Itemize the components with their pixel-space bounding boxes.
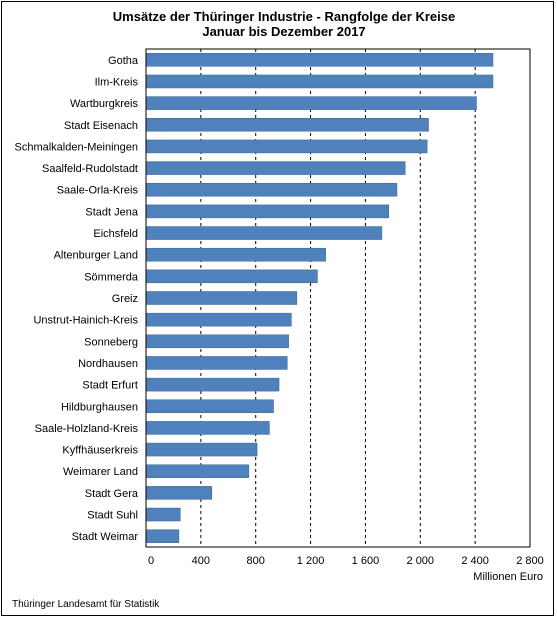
category-label: Wartburgkreis xyxy=(70,98,139,110)
bar xyxy=(145,421,270,435)
bar xyxy=(145,74,494,89)
bar xyxy=(145,377,280,392)
bar xyxy=(145,161,406,175)
category-label: Eichsfeld xyxy=(93,228,138,240)
bar xyxy=(145,53,494,67)
bar xyxy=(145,529,180,543)
bars xyxy=(145,53,494,543)
x-tick-label: 2 800 xyxy=(516,555,544,567)
chart-title: Umsätze der Thüringer Industrie - Rangfo… xyxy=(113,9,455,24)
category-label: Saale-Orla-Kreis xyxy=(57,185,139,197)
x-tick-label: 400 xyxy=(192,555,210,567)
category-label: Schmalkalden-Meiningen xyxy=(14,141,138,153)
category-label: Unstrut-Hainich-Kreis xyxy=(33,315,138,327)
bar xyxy=(145,269,318,284)
category-label: Nordhausen xyxy=(78,358,138,370)
category-label: Stadt Erfurt xyxy=(82,380,138,392)
bar xyxy=(145,291,298,305)
bar xyxy=(145,442,258,457)
category-label: Saalfeld-Rudolstadt xyxy=(42,163,138,175)
x-tick-label: 2 400 xyxy=(461,555,489,567)
bar xyxy=(145,118,429,132)
bar xyxy=(145,464,250,478)
bar xyxy=(145,334,289,349)
category-label: Stadt Gera xyxy=(85,488,139,500)
x-tick-label: 0 xyxy=(148,555,154,567)
x-tick-label: 1 600 xyxy=(352,555,380,567)
category-label: Ilm-Kreis xyxy=(95,76,139,88)
bar xyxy=(145,356,288,370)
category-label: Stadt Suhl xyxy=(87,510,138,522)
category-label: Sonneberg xyxy=(84,336,138,348)
category-label: Saale-Holzland-Kreis xyxy=(35,423,139,435)
category-label: Sömmerda xyxy=(84,271,139,283)
category-label: Altenburger Land xyxy=(54,250,138,262)
x-axis-label: Millionen Euro xyxy=(473,571,543,583)
bar xyxy=(145,312,292,327)
category-label: Stadt Jena xyxy=(85,206,138,218)
plot-area xyxy=(145,48,531,548)
bar xyxy=(145,139,428,154)
x-tick-label: 800 xyxy=(247,555,265,567)
x-tick-labels: 0 400 800 1 200 1 600 2 000 2 400 2 800 xyxy=(148,555,544,567)
x-tick-label: 2 000 xyxy=(407,555,435,567)
bar xyxy=(145,226,383,240)
category-label: Stadt Eisenach xyxy=(64,120,138,132)
category-label: Gotha xyxy=(108,55,139,67)
bar xyxy=(145,507,181,522)
category-labels: Gotha Ilm-Kreis Wartburgkreis Stadt Eisenac… xyxy=(14,55,138,543)
category-label: Weimarer Land xyxy=(63,466,138,478)
source-note: Thüringer Landesamt für Statistik xyxy=(12,599,160,610)
category-label: Stadt Weimar xyxy=(72,531,139,543)
x-tick-label: 1 200 xyxy=(297,555,325,567)
bar xyxy=(145,182,398,197)
bar xyxy=(145,247,326,262)
bar xyxy=(145,486,213,500)
bar xyxy=(145,96,477,110)
bar xyxy=(145,204,389,219)
bar xyxy=(145,399,274,414)
category-label: Greiz xyxy=(112,293,138,305)
category-label: Hildburghausen xyxy=(61,401,138,413)
chart-subtitle: Januar bis Dezember 2017 xyxy=(202,24,365,39)
category-label: Kyffhäuserkreis xyxy=(62,445,138,457)
